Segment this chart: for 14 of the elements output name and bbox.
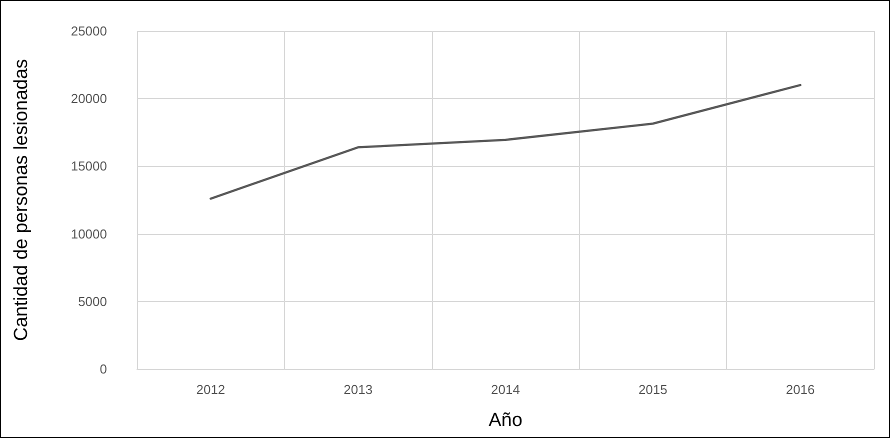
- x-tick-label: 2012: [196, 382, 226, 397]
- y-tick-label: 25000: [70, 24, 107, 38]
- x-tick-label: 2016: [786, 382, 815, 397]
- y-tick-label: 10000: [70, 226, 107, 242]
- x-tick-label: 2015: [638, 382, 668, 397]
- x-tick-label: 2014: [491, 382, 520, 397]
- y-tick-label: 0: [100, 362, 107, 376]
- x-axis-title: Año: [488, 410, 522, 431]
- line-series: [210, 84, 802, 200]
- y-tick-label: 5000: [78, 294, 107, 309]
- y-axis-title: Cantidad de personas lesionadas: [11, 58, 32, 342]
- x-tick-label: 2013: [344, 382, 373, 397]
- y-tick-label: 15000: [70, 158, 107, 174]
- y-tick-label: 20000: [70, 91, 107, 106]
